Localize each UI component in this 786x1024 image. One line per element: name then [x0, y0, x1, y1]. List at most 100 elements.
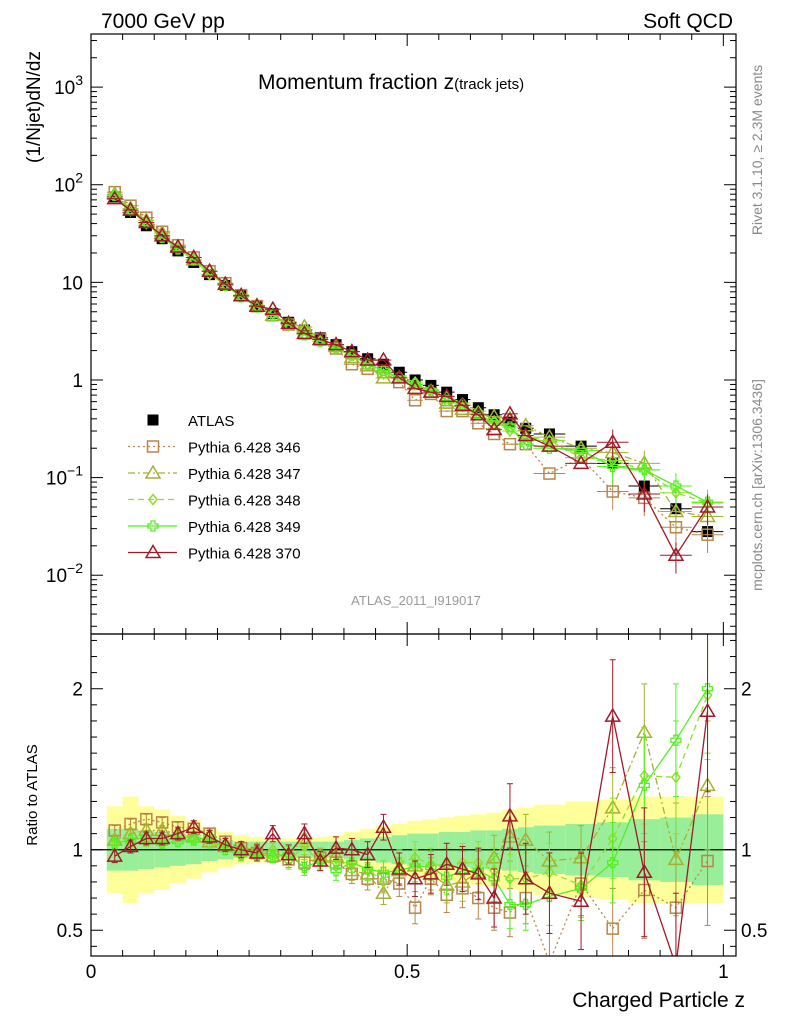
legend: ATLAS Pythia 6.428 346 Pythia 6.428 347 Pyt… [128, 413, 301, 563]
upper-point [153, 227, 171, 242]
lower-point [670, 734, 682, 746]
upper-point [408, 393, 422, 407]
upper-point [501, 405, 519, 420]
lower-point [422, 865, 440, 880]
upper-point [296, 324, 313, 340]
lower-point [201, 828, 218, 843]
upper-point [541, 437, 558, 452]
legend-marker [148, 493, 158, 506]
upper-series-0 [106, 191, 724, 538]
upper-point [106, 190, 124, 205]
legend-marker [147, 520, 159, 532]
upper-point [606, 485, 619, 498]
upper-point [138, 214, 155, 229]
lower-point [504, 898, 516, 911]
upper-point [377, 358, 389, 370]
upper-point [125, 204, 136, 218]
upper-point [235, 291, 247, 303]
lower-point [636, 863, 653, 879]
lower-point [311, 852, 329, 867]
lower-point [456, 865, 469, 877]
upper-point [604, 433, 621, 449]
lower-point [106, 847, 124, 862]
lower-point [327, 839, 345, 854]
upper-point [141, 217, 152, 230]
upper-point [543, 467, 556, 480]
upper-y-tick-label: 103 [54, 72, 83, 99]
lower-point [638, 779, 650, 791]
upper-point [504, 421, 516, 433]
lower-point [607, 856, 619, 869]
upper-series-line [114, 191, 708, 536]
upper-y-tick-label: 10−2 [46, 560, 83, 587]
lower-point [669, 959, 683, 971]
lower-point [375, 818, 392, 833]
upper-y-tick-label: 1 [72, 371, 83, 392]
lower-point [606, 922, 619, 935]
upper-point [485, 421, 503, 436]
lower-point [185, 818, 203, 833]
upper-point [517, 417, 535, 432]
lower-y-tick-label-right: 2 [741, 680, 752, 701]
legend-entry-5: Pythia 6.428 370 [128, 544, 301, 563]
upper-point [406, 379, 424, 395]
lower-point [517, 870, 535, 885]
lower-point [188, 834, 200, 846]
lower-y-tick-label: 0.5 [57, 921, 83, 942]
upper-point [122, 201, 139, 216]
lower-point [248, 844, 266, 859]
legend-label: Pythia 6.428 346 [188, 440, 301, 457]
upper-point [343, 343, 361, 358]
upper-point [473, 404, 484, 418]
lower-point [699, 702, 716, 718]
upper-point [201, 262, 218, 277]
lower-point [378, 875, 389, 889]
lower-point [541, 884, 558, 899]
upper-point [251, 301, 263, 313]
x-tick-label: 0.5 [394, 962, 420, 983]
upper-point [232, 287, 250, 302]
upper-point [517, 427, 535, 442]
lower-point [501, 807, 519, 822]
legend-marker [146, 440, 160, 453]
upper-point [422, 383, 440, 398]
lower-point [454, 860, 471, 875]
upper-point [327, 336, 345, 351]
lower-point [299, 840, 310, 853]
lower-point [264, 825, 282, 840]
legend-entry-1: Pythia 6.428 346 [128, 440, 301, 457]
upper-point [248, 297, 266, 312]
upper-point [169, 238, 187, 253]
legend-entry-2: Pythia 6.428 347 [128, 464, 301, 483]
upper-point [314, 332, 326, 344]
lower-y-tick-label: 1 [72, 841, 83, 862]
upper-point [470, 406, 487, 421]
lower-point [701, 683, 714, 695]
upper-point [488, 409, 500, 421]
upper-point [572, 454, 590, 470]
upper-point [283, 319, 294, 332]
lower-point [267, 850, 279, 862]
upper-point [298, 329, 311, 341]
lower-point [280, 846, 297, 861]
x-tick-label: 1 [718, 962, 729, 983]
upper-point [607, 460, 619, 473]
upper-point [503, 437, 517, 451]
lower-y-tick-label: 2 [72, 680, 83, 701]
upper-frame [90, 33, 737, 635]
lower-point [375, 884, 392, 899]
legend-marker [144, 464, 162, 479]
lower-point [701, 854, 714, 868]
upper-point [638, 464, 650, 476]
upper-point [699, 498, 716, 513]
lower-point [153, 829, 171, 845]
lower-point [572, 892, 590, 908]
upper-point [125, 206, 137, 218]
lower-point [470, 865, 487, 880]
legend-label: Pythia 6.428 370 [188, 546, 301, 563]
lower-y-axis-label: Ratio to ATLAS [24, 744, 41, 845]
upper-point [377, 364, 390, 377]
upper-point [375, 369, 392, 384]
lower-point [604, 707, 621, 722]
